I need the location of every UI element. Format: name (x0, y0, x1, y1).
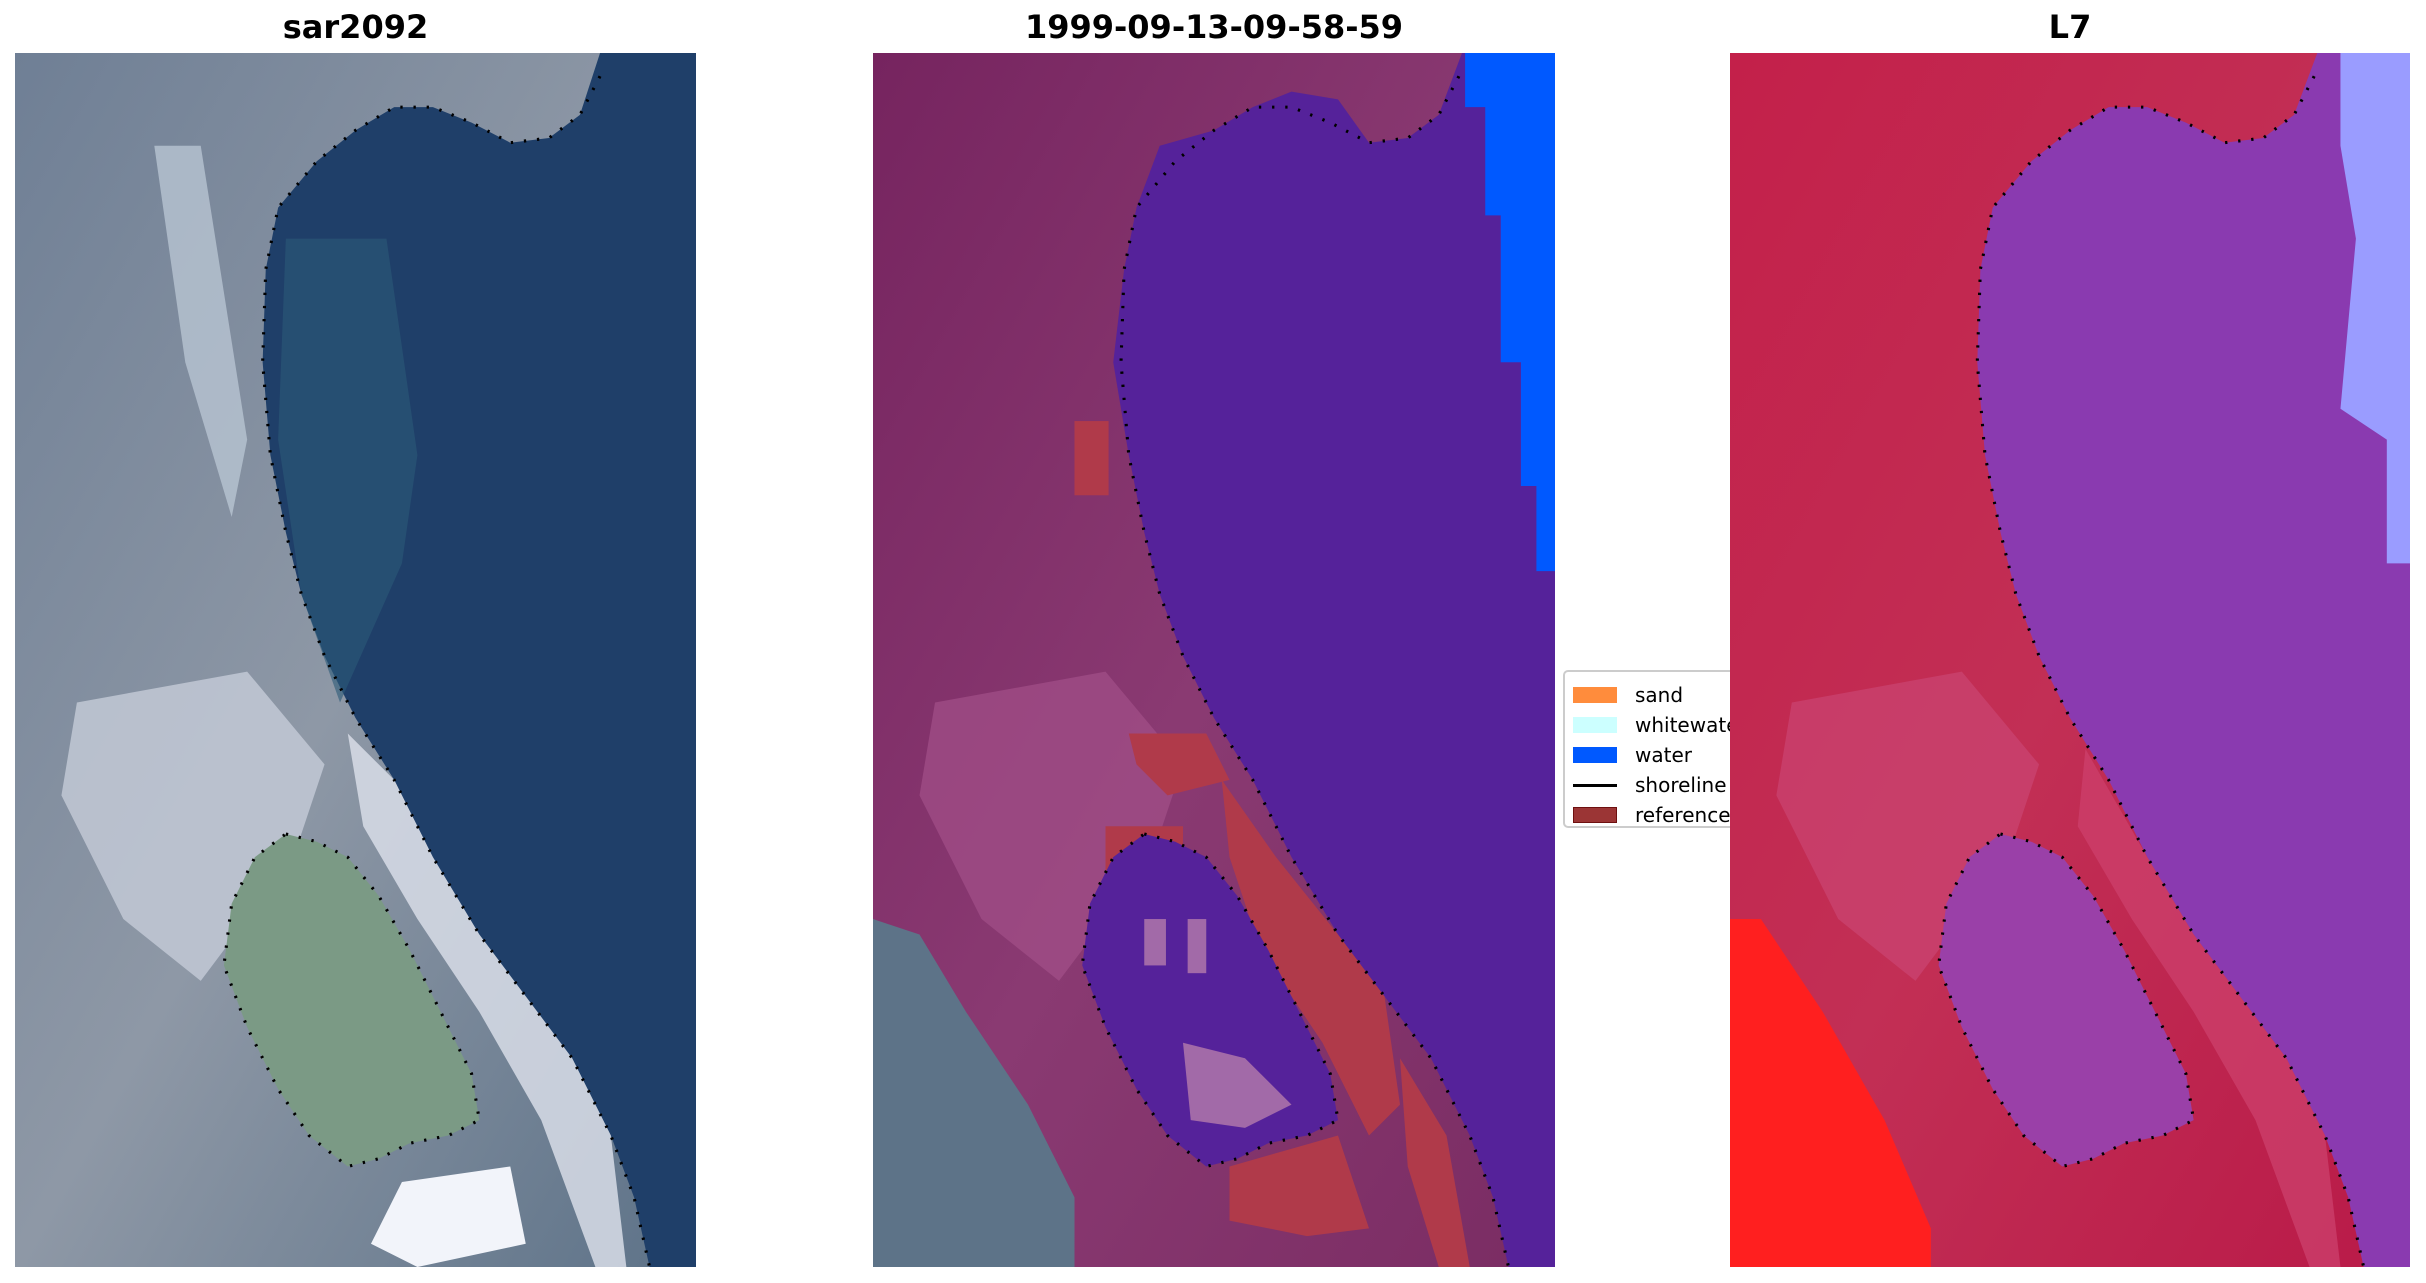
legend-label: whitewater (1635, 713, 1747, 737)
bright-red-area (1730, 919, 1931, 1267)
water-area (1977, 53, 2410, 1267)
lagoon (1938, 833, 2194, 1167)
panel-l7 (1730, 53, 2410, 1267)
panel-title-2: 1999-09-13-09-58-59 (1024, 8, 1404, 46)
water-blue-strip (1465, 53, 1555, 572)
legend-item-whitewater: whitewater (1573, 710, 1761, 740)
shoreline-line-swatch (1573, 783, 1617, 787)
legend: sand whitewater water shoreline referenc… (1563, 670, 1763, 828)
beach-strip (347, 733, 627, 1267)
legend-item-reference: reference (1573, 800, 1761, 830)
legend-item-sand: sand (1573, 680, 1761, 710)
lagoon (223, 833, 480, 1167)
panel-classification (873, 53, 1555, 1267)
legend-item-water: water (1573, 740, 1761, 770)
legend-label: water (1635, 743, 1692, 767)
legend-label: reference (1635, 803, 1731, 827)
sand-swatch (1573, 687, 1617, 703)
blue-strip (2340, 53, 2410, 564)
whitewater-swatch (1573, 717, 1617, 733)
panel-rgb-image (15, 53, 696, 1267)
water-class-area (1113, 53, 1555, 1267)
lagoon-water (1082, 833, 1338, 1167)
reference-swatch (1573, 807, 1617, 823)
reference-patches (1074, 421, 1470, 1267)
panel-title-3: L7 (2048, 8, 2092, 46)
legend-label: shoreline (1635, 773, 1727, 797)
panel-title-1: sar2092 (282, 8, 429, 46)
unclassified-area (873, 919, 1075, 1267)
legend-label: sand (1635, 683, 1684, 707)
water-swatch (1573, 747, 1617, 763)
legend-item-shoreline: shoreline (1573, 770, 1761, 800)
